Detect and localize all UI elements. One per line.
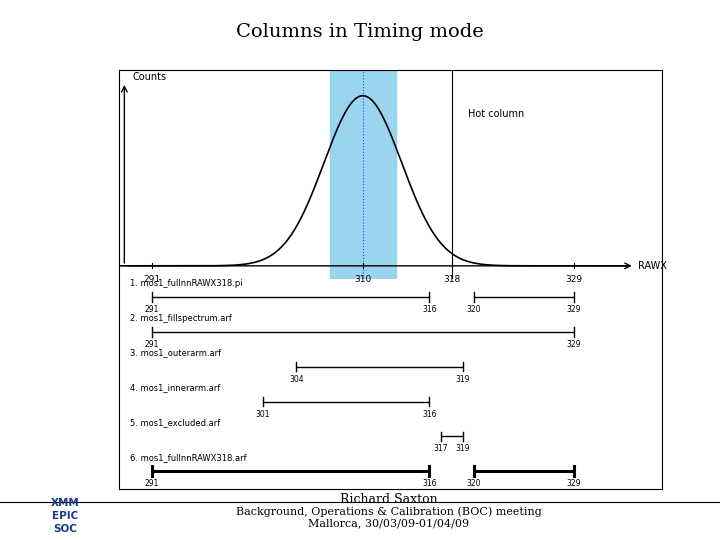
Text: 4. mos1_innerarm.arf: 4. mos1_innerarm.arf <box>130 383 220 393</box>
Text: 329: 329 <box>565 275 582 284</box>
Text: 316: 316 <box>422 480 436 488</box>
Text: 301: 301 <box>256 409 270 418</box>
Text: 329: 329 <box>567 340 581 349</box>
Text: 1. mos1_fullnnRAWX318.pi: 1. mos1_fullnnRAWX318.pi <box>130 279 243 288</box>
Text: Mallorca, 30/03/09-01/04/09: Mallorca, 30/03/09-01/04/09 <box>308 518 469 528</box>
Text: 316: 316 <box>422 305 436 314</box>
Text: Counts: Counts <box>132 72 166 82</box>
Text: 304: 304 <box>289 375 304 384</box>
Text: 316: 316 <box>422 409 436 418</box>
Text: Background, Operations & Calibration (BOC) meeting: Background, Operations & Calibration (BO… <box>236 507 541 517</box>
Text: 310: 310 <box>354 275 372 284</box>
Text: 5. mos1_excluded.arf: 5. mos1_excluded.arf <box>130 418 220 427</box>
Text: 319: 319 <box>456 375 470 384</box>
Text: 320: 320 <box>467 480 481 488</box>
Text: Columns in Timing mode: Columns in Timing mode <box>236 23 484 42</box>
Text: XMM
EPIC
SOC: XMM EPIC SOC <box>50 497 79 534</box>
Text: 329: 329 <box>567 480 581 488</box>
Text: 318: 318 <box>443 275 460 284</box>
Text: 319: 319 <box>456 444 470 454</box>
Text: 3. mos1_outerarm.arf: 3. mos1_outerarm.arf <box>130 349 221 357</box>
Text: 2. mos1_fillspectrum.arf: 2. mos1_fillspectrum.arf <box>130 314 232 323</box>
Text: 291: 291 <box>145 340 159 349</box>
Text: 6. mos1_fullnnRAWX318.arf: 6. mos1_fullnnRAWX318.arf <box>130 453 246 462</box>
Text: 329: 329 <box>567 305 581 314</box>
Text: 291: 291 <box>145 305 159 314</box>
Text: 320: 320 <box>467 305 481 314</box>
Bar <box>330 70 396 280</box>
Text: 317: 317 <box>433 444 448 454</box>
Text: 291: 291 <box>143 275 161 284</box>
Text: Richard Saxton: Richard Saxton <box>340 493 438 506</box>
Text: Hot column: Hot column <box>468 109 524 119</box>
Text: RAWX: RAWX <box>638 261 667 271</box>
Text: 291: 291 <box>145 480 159 488</box>
